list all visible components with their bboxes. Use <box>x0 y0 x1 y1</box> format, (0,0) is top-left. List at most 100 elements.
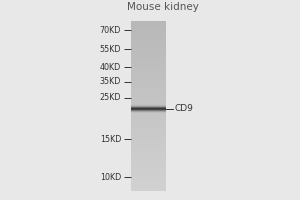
Bar <box>131 81 166 82</box>
Bar <box>131 164 166 165</box>
Bar <box>131 135 166 136</box>
Bar <box>131 112 166 113</box>
Bar <box>131 27 166 28</box>
Bar <box>131 65 166 66</box>
Bar <box>131 174 166 175</box>
Bar <box>131 111 166 112</box>
Bar <box>131 37 166 38</box>
Bar <box>131 108 166 109</box>
Bar <box>131 36 166 37</box>
Bar <box>131 161 166 162</box>
Bar <box>131 157 166 158</box>
Bar <box>131 22 166 23</box>
Bar <box>131 85 166 86</box>
Bar <box>131 108 166 109</box>
Bar <box>131 93 166 94</box>
Text: CD9: CD9 <box>175 104 194 113</box>
Bar <box>131 110 166 111</box>
Bar <box>131 160 166 161</box>
Bar <box>131 167 166 168</box>
Bar <box>131 98 166 99</box>
Bar <box>131 51 166 52</box>
Bar <box>131 146 166 147</box>
Bar <box>131 142 166 143</box>
Bar <box>131 56 166 57</box>
Text: 40KD: 40KD <box>100 63 121 72</box>
Bar <box>131 33 166 34</box>
Bar <box>131 25 166 26</box>
Text: 55KD: 55KD <box>100 45 121 54</box>
Bar <box>131 78 166 79</box>
Bar <box>131 114 166 115</box>
Bar <box>131 186 166 187</box>
Bar <box>131 176 166 177</box>
Bar <box>131 134 166 135</box>
Bar <box>131 68 166 69</box>
Bar <box>131 100 166 101</box>
Bar <box>131 94 166 95</box>
Bar <box>131 132 166 133</box>
Bar <box>131 29 166 30</box>
Bar <box>131 177 166 178</box>
Bar <box>131 108 166 109</box>
Bar <box>131 165 166 166</box>
Bar <box>131 123 166 124</box>
Bar <box>131 116 166 117</box>
Bar <box>131 30 166 31</box>
Bar <box>131 113 166 114</box>
Bar <box>131 188 166 189</box>
Bar <box>131 82 166 83</box>
Bar <box>131 40 166 41</box>
Text: 25KD: 25KD <box>100 93 121 102</box>
Bar <box>131 163 166 164</box>
Bar <box>131 53 166 54</box>
Bar <box>131 175 166 176</box>
Bar <box>131 159 166 160</box>
Bar <box>131 172 166 173</box>
Bar <box>131 131 166 132</box>
Bar <box>131 95 166 96</box>
Bar <box>131 147 166 148</box>
Bar <box>131 102 166 103</box>
Bar <box>131 178 166 179</box>
Bar <box>131 55 166 56</box>
Bar <box>131 136 166 137</box>
Bar <box>131 104 166 105</box>
Bar <box>131 149 166 150</box>
Bar <box>131 111 166 112</box>
Text: Mouse kidney: Mouse kidney <box>127 2 199 12</box>
Bar <box>131 103 166 104</box>
Bar <box>131 190 166 191</box>
Bar <box>131 48 166 49</box>
Bar <box>131 189 166 190</box>
Bar <box>131 133 166 134</box>
Text: 35KD: 35KD <box>100 77 121 86</box>
Bar <box>131 105 166 106</box>
Bar <box>131 115 166 116</box>
Bar <box>131 122 166 123</box>
Bar <box>131 121 166 122</box>
Bar <box>131 184 166 185</box>
Bar <box>131 153 166 154</box>
Bar <box>131 151 166 152</box>
Bar <box>131 107 166 108</box>
Bar <box>131 84 166 85</box>
Bar <box>131 38 166 39</box>
Bar <box>131 143 166 144</box>
Text: 70KD: 70KD <box>100 26 121 35</box>
Bar <box>131 64 166 65</box>
Bar <box>131 127 166 128</box>
Bar <box>131 42 166 43</box>
Bar <box>131 46 166 47</box>
Bar <box>131 107 166 108</box>
Bar <box>131 152 166 153</box>
Bar <box>131 150 166 151</box>
Bar <box>131 99 166 100</box>
Bar <box>131 83 166 84</box>
Bar <box>131 154 166 155</box>
Bar <box>131 179 166 180</box>
Bar <box>131 39 166 40</box>
Bar <box>131 91 166 92</box>
Text: 15KD: 15KD <box>100 135 121 144</box>
Bar <box>131 109 166 110</box>
